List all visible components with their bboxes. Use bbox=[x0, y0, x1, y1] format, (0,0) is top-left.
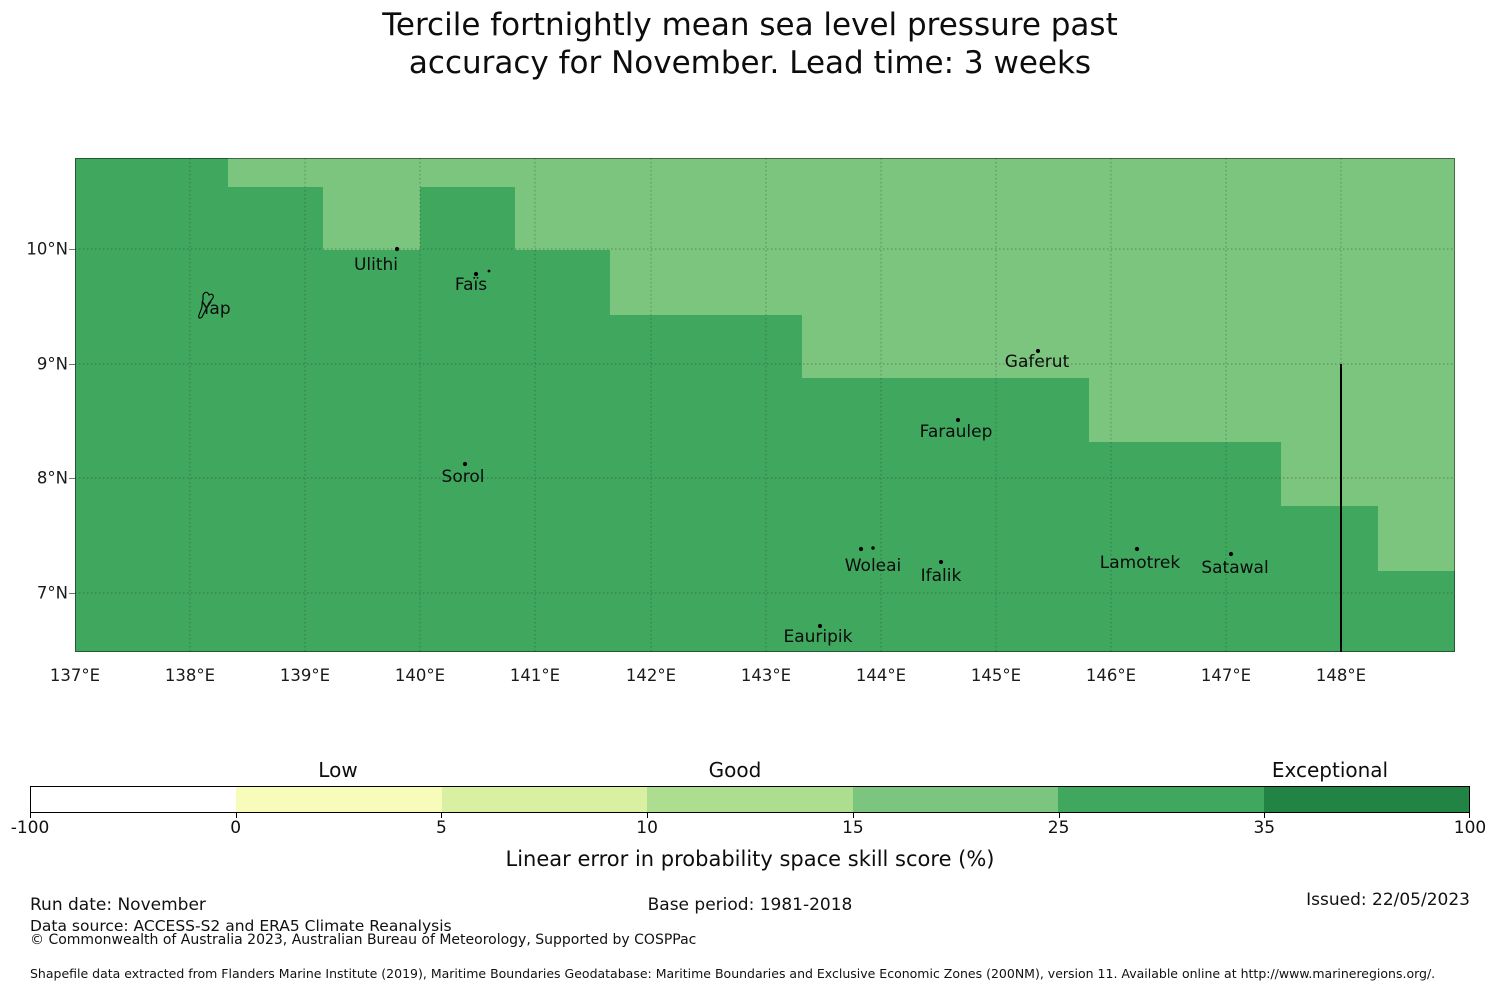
island-label-sorol: Sorol bbox=[441, 467, 485, 487]
shapefile-note: Shapefile data extracted from Flanders M… bbox=[30, 966, 1436, 981]
issued-date-text: Issued: 22/05/2023 bbox=[1306, 890, 1470, 910]
colorbar-segment-5-10 bbox=[441, 787, 648, 812]
colorbar-tick-label-35: 35 bbox=[1253, 818, 1276, 838]
x-tick-label-140e: 140°E bbox=[394, 666, 446, 685]
colorbar-quality-good: Good bbox=[708, 758, 762, 782]
island-marker-woleai-2 bbox=[871, 546, 875, 550]
map-svg bbox=[75, 158, 1455, 652]
colorbar-tick bbox=[1264, 813, 1266, 818]
x-tick-label-144e: 144°E bbox=[855, 666, 907, 685]
y-tick-label-9n: 9°N bbox=[36, 354, 68, 374]
island-marker-satawal bbox=[1228, 551, 1234, 557]
island-label-woleai: Woleai bbox=[844, 556, 902, 576]
colorbar-tick bbox=[30, 813, 31, 818]
colorbar-segment-15-25 bbox=[852, 787, 1059, 812]
map-frame bbox=[75, 158, 1455, 652]
island-marker-sorol bbox=[462, 461, 468, 467]
x-tick-label-146e: 146°E bbox=[1085, 666, 1137, 685]
colorbar-tick-label-15: 15 bbox=[842, 818, 864, 838]
colorbar-tick bbox=[647, 813, 649, 818]
chart-title-line2: accuracy for November. Lead time: 3 week… bbox=[408, 45, 1092, 81]
x-tick-label-138e: 138°E bbox=[164, 666, 216, 685]
colorbar-tick bbox=[235, 813, 237, 818]
run-date-text: Run date: November bbox=[30, 895, 206, 915]
colorbar-segment-35-100 bbox=[1263, 787, 1469, 812]
colorbar-tick-label-100: 100 bbox=[1453, 818, 1487, 838]
y-tick-label-8n: 8°N bbox=[36, 468, 68, 488]
chart-title: Tercile fortnightly mean sea level press… bbox=[0, 6, 1500, 82]
x-tick-label-141e: 141°E bbox=[509, 666, 561, 685]
island-label-satawal: Satawal bbox=[1201, 558, 1269, 578]
colorbar-tick bbox=[441, 813, 443, 818]
island-marker-eauripik bbox=[817, 623, 823, 629]
colorbar-segments bbox=[30, 786, 1470, 813]
colorbar-tick-label-0: 0 bbox=[230, 818, 242, 838]
island-label-faraulep: Faraulep bbox=[919, 422, 993, 442]
chart-title-line1: Tercile fortnightly mean sea level press… bbox=[382, 7, 1118, 43]
island-markers bbox=[198, 246, 1234, 629]
island-marker-faraulep bbox=[955, 417, 961, 423]
island-label-ulithi: Ulithi bbox=[353, 255, 399, 275]
x-tick-label-147e: 147°E bbox=[1200, 666, 1252, 685]
colorbar-quality-low: Low bbox=[318, 758, 358, 782]
colorbar-segment-10-15 bbox=[647, 787, 853, 812]
colorbar-tick-label-25: 25 bbox=[1047, 818, 1070, 838]
y-tick-label-7n: 7°N bbox=[36, 583, 68, 603]
island-marker-woleai bbox=[858, 546, 864, 552]
island-marker-gaferut bbox=[1035, 348, 1041, 354]
x-tick-label-148e: 148°E bbox=[1315, 666, 1367, 685]
x-tick-label-142e: 142°E bbox=[625, 666, 677, 685]
y-axis-tick bbox=[69, 249, 75, 250]
island-marker-ifalik bbox=[938, 559, 944, 565]
colorbar-tick-label-10: 10 bbox=[636, 818, 658, 838]
colorbar-tick-label-neg100: -100 bbox=[10, 818, 50, 838]
y-axis-tick bbox=[69, 364, 75, 365]
island-label-fais: Faïs bbox=[454, 275, 488, 295]
x-tick-label-139e: 139°E bbox=[279, 666, 331, 685]
y-axis-tick bbox=[69, 478, 75, 479]
island-label-eauripik: Eauripik bbox=[783, 627, 853, 647]
x-tick-label-143e: 143°E bbox=[740, 666, 792, 685]
island-label-lamotrek: Lamotrek bbox=[1099, 553, 1181, 573]
x-tick-label-137e: 137°E bbox=[49, 666, 101, 685]
base-period-text: Base period: 1981-2018 bbox=[647, 895, 853, 915]
colorbar-tick-label-5: 5 bbox=[435, 818, 447, 838]
island-marker-yap bbox=[198, 291, 214, 319]
colorbar-quality-exceptional: Exceptional bbox=[1271, 758, 1389, 782]
colorbar-axis-label: Linear error in probability space skill … bbox=[505, 847, 995, 871]
colorbar-tick bbox=[852, 813, 854, 818]
copyright-text: © Commonwealth of Australia 2023, Austra… bbox=[30, 932, 697, 948]
colorbar-tick bbox=[1469, 813, 1470, 818]
colorbar-segment-neg100-0 bbox=[31, 787, 237, 812]
island-label-ifalik: Ifalik bbox=[920, 566, 962, 586]
island-marker-fais-2 bbox=[487, 269, 491, 273]
island-marker-lamotrek bbox=[1134, 546, 1140, 552]
island-marker-fais bbox=[473, 271, 479, 277]
data-source-text: Data source: ACCESS-S2 and ERA5 Climate … bbox=[30, 917, 452, 935]
island-label-yap: Yap bbox=[201, 299, 231, 319]
colorbar-tick bbox=[1058, 813, 1060, 818]
y-axis-tick bbox=[69, 593, 75, 594]
map-plot-area bbox=[75, 158, 1455, 652]
colorbar-segment-0-5 bbox=[236, 787, 442, 812]
colorbar: -100 0 5 10 15 25 35 100 bbox=[11, 786, 1486, 838]
island-label-gaferut: Gaferut bbox=[1004, 352, 1070, 372]
y-tick-label-10n: 10°N bbox=[26, 239, 68, 259]
island-marker-ulithi bbox=[394, 246, 400, 252]
x-tick-label-145e: 145°E bbox=[970, 666, 1022, 685]
colorbar-segment-25-35 bbox=[1058, 787, 1264, 812]
region-skill-25-35 bbox=[75, 158, 1455, 652]
